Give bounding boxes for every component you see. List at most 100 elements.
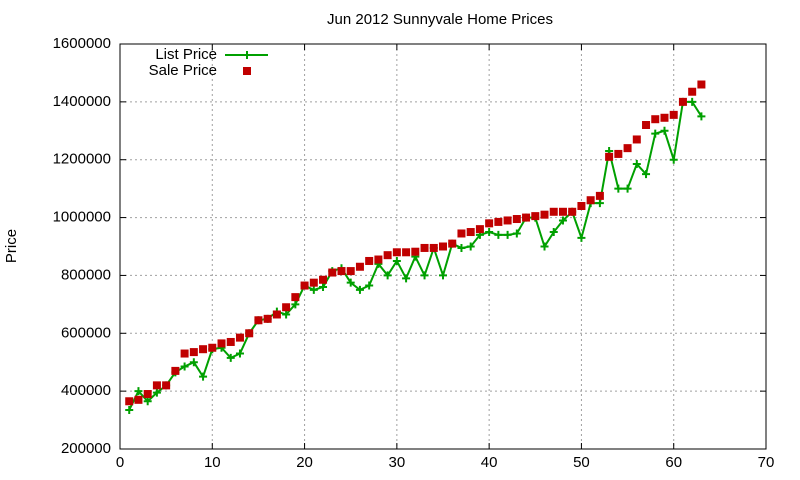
data-point bbox=[485, 228, 494, 237]
data-point bbox=[651, 115, 660, 124]
data-point bbox=[485, 219, 494, 228]
x-tick-label: 30 bbox=[389, 454, 406, 471]
data-point bbox=[402, 274, 411, 283]
data-point bbox=[512, 215, 521, 224]
y-tick-label: 800000 bbox=[61, 266, 111, 283]
x-tick-label: 70 bbox=[758, 454, 775, 471]
data-point bbox=[420, 243, 429, 252]
data-point bbox=[374, 255, 383, 264]
data-point bbox=[199, 372, 208, 381]
data-point bbox=[309, 285, 318, 294]
data-point bbox=[494, 230, 503, 239]
data-point bbox=[420, 271, 429, 280]
data-point bbox=[688, 97, 697, 106]
data-point bbox=[392, 248, 401, 257]
x-tick-label: 60 bbox=[665, 454, 682, 471]
data-point bbox=[291, 300, 300, 309]
data-point bbox=[642, 121, 651, 129]
data-point bbox=[642, 170, 651, 179]
data-point bbox=[429, 243, 438, 252]
data-point bbox=[697, 80, 706, 89]
data-point bbox=[134, 395, 143, 404]
data-point bbox=[466, 228, 475, 237]
data-point bbox=[632, 160, 641, 169]
data-point bbox=[328, 268, 337, 277]
data-point bbox=[171, 366, 180, 375]
data-point bbox=[457, 229, 466, 238]
legend-marker bbox=[243, 67, 251, 75]
y-tick-label: 600000 bbox=[61, 324, 111, 341]
data-point bbox=[439, 242, 447, 251]
data-point bbox=[152, 388, 161, 397]
legend-label: List Price bbox=[155, 46, 217, 63]
data-point bbox=[540, 242, 549, 251]
data-point bbox=[162, 381, 171, 390]
y-tick-label: 1600000 bbox=[53, 35, 111, 52]
data-point bbox=[568, 207, 577, 216]
data-point bbox=[254, 316, 263, 325]
data-point bbox=[208, 343, 217, 352]
data-point bbox=[531, 212, 540, 221]
data-point bbox=[503, 230, 512, 239]
x-tick-label: 20 bbox=[296, 454, 313, 471]
data-point bbox=[688, 87, 697, 96]
data-point bbox=[558, 216, 567, 225]
x-tick-label: 40 bbox=[481, 454, 498, 471]
data-point bbox=[614, 184, 623, 193]
y-tick-label: 200000 bbox=[61, 440, 111, 457]
y-tick-label: 400000 bbox=[61, 382, 111, 399]
data-point bbox=[623, 144, 632, 153]
x-tick-label: 50 bbox=[573, 454, 590, 471]
data-point bbox=[235, 349, 244, 358]
data-point bbox=[595, 199, 604, 208]
data-point bbox=[549, 228, 558, 237]
data-point bbox=[503, 216, 512, 225]
data-point bbox=[540, 210, 549, 219]
data-point bbox=[383, 251, 392, 260]
data-point bbox=[282, 303, 291, 312]
data-point bbox=[448, 239, 457, 248]
data-point bbox=[143, 390, 152, 399]
data-point bbox=[189, 358, 198, 367]
data-point bbox=[226, 337, 235, 346]
data-point bbox=[365, 256, 374, 265]
data-point bbox=[125, 397, 134, 406]
data-point bbox=[595, 191, 604, 200]
data-point bbox=[660, 126, 669, 135]
data-point bbox=[383, 271, 392, 280]
data-point bbox=[411, 247, 420, 256]
legend-label: Sale Price bbox=[149, 62, 217, 79]
data-point bbox=[143, 397, 152, 406]
data-point bbox=[632, 135, 641, 144]
data-point bbox=[457, 243, 466, 252]
data-point bbox=[245, 329, 254, 338]
data-point bbox=[577, 202, 586, 210]
data-point bbox=[180, 362, 189, 371]
data-point bbox=[355, 262, 364, 271]
data-point bbox=[623, 184, 632, 193]
data-point bbox=[577, 233, 586, 242]
y-tick-label: 1400000 bbox=[53, 93, 111, 110]
data-point bbox=[402, 248, 411, 257]
data-point bbox=[300, 281, 309, 290]
data-point bbox=[180, 349, 189, 358]
data-point bbox=[226, 353, 235, 362]
data-point bbox=[263, 314, 272, 323]
data-point bbox=[365, 281, 374, 290]
data-point bbox=[669, 110, 678, 119]
data-point bbox=[235, 333, 244, 342]
chart-title: Jun 2012 Sunnyvale Home Prices bbox=[327, 11, 553, 28]
data-point bbox=[134, 387, 143, 396]
data-point bbox=[309, 278, 318, 287]
data-point bbox=[522, 213, 531, 222]
data-point bbox=[337, 267, 346, 276]
data-point bbox=[651, 129, 660, 138]
x-tick-label: 0 bbox=[116, 454, 124, 471]
plot-border bbox=[119, 43, 767, 450]
y-tick-label: 1000000 bbox=[53, 209, 111, 226]
data-point bbox=[392, 256, 401, 265]
data-point bbox=[189, 348, 198, 357]
x-tick-label: 10 bbox=[204, 454, 221, 471]
data-point bbox=[494, 217, 503, 226]
